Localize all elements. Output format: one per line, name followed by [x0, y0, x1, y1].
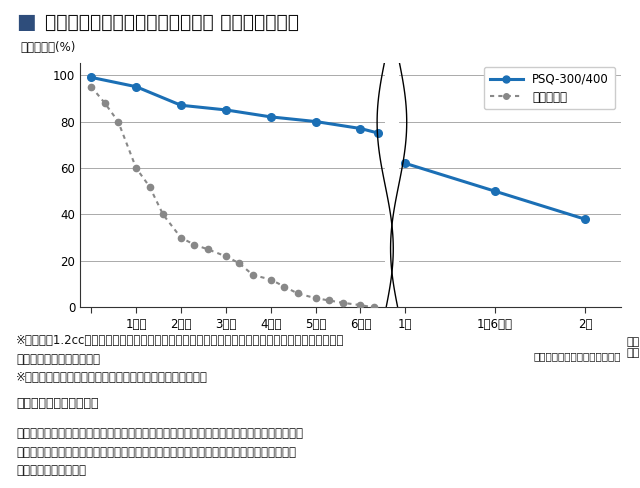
- Text: 【スリップシール機構】: 【スリップシール機構】: [16, 397, 99, 410]
- Legend: PSQ-300/400, 当社従来品: PSQ-300/400, 当社従来品: [484, 67, 615, 109]
- Text: ※満タン（1.2cc）のインクカートリッジを差し筆記できることを確認後、室温（冷暗所）で横向き: ※満タン（1.2cc）のインクカートリッジを差し筆記できることを確認後、室温（冷…: [16, 334, 344, 347]
- Text: することができます。: することができます。: [16, 464, 86, 477]
- Text: （寝かせて）放置する。: （寝かせて）放置する。: [16, 353, 100, 366]
- Text: ■: ■: [16, 12, 36, 32]
- Text: キャップをした状態での経時試験 インク残量結果: キャップをした状態での経時試験 インク残量結果: [45, 13, 299, 31]
- Text: ※キャップが完全に止まるまで閉じた状態での条件にする。: ※キャップが完全に止まるまで閉じた状態での条件にする。: [16, 371, 208, 385]
- Text: 放置
時間: 放置 時間: [626, 337, 639, 358]
- Text: インクの乾燥を防ぐ完全機密の「スリップシール機構」を備えています。いつでもさらっ: インクの乾燥を防ぐ完全機密の「スリップシール機構」を備えています。いつでもさらっ: [16, 427, 303, 440]
- Text: インク残量(%): インク残量(%): [20, 41, 76, 54]
- Text: 出典：プラチナ万年筆株式会社: 出典：プラチナ万年筆株式会社: [533, 351, 621, 361]
- Text: と書き出せ、年に１～２回しか使用しないユーザーでもフレッシュなインクの状態で筆記: と書き出せ、年に１～２回しか使用しないユーザーでもフレッシュなインクの状態で筆記: [16, 446, 296, 459]
- Bar: [385, 52, 399, 319]
